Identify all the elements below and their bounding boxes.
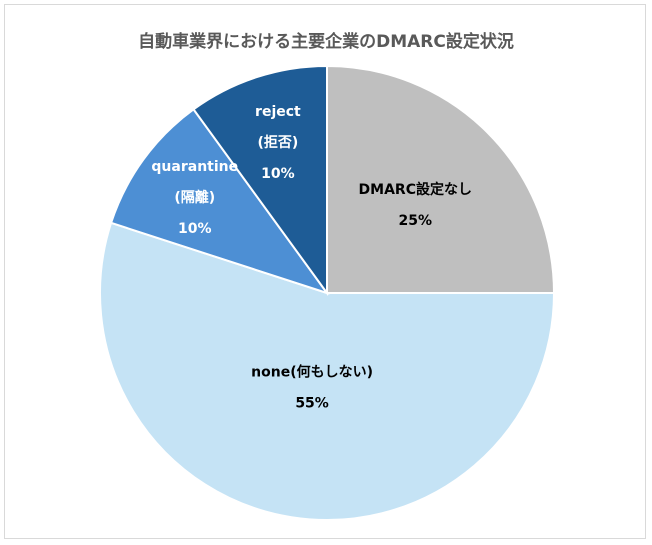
slice-category-label: quarantine (151, 159, 238, 175)
slice-category-label: (隔離) (174, 189, 215, 206)
slice-category-label: DMARC設定なし (359, 181, 472, 198)
slice-category-label: reject (255, 104, 301, 120)
slice-value-label: 55% (295, 396, 329, 412)
pie-slice (326, 64, 556, 294)
slice-value-label: 25% (399, 213, 433, 229)
slice-value-label: 10% (178, 221, 212, 237)
pie-slice (109, 107, 330, 295)
pie-slice (99, 221, 556, 521)
slice-category-label: (拒否) (257, 134, 298, 151)
pie-slice (192, 64, 328, 297)
slice-value-label: 10% (261, 166, 295, 182)
chart-title: 自動車業界における主要企業のDMARC設定状況 (138, 32, 514, 52)
slice-category-label: none(何もしない) (251, 364, 373, 381)
